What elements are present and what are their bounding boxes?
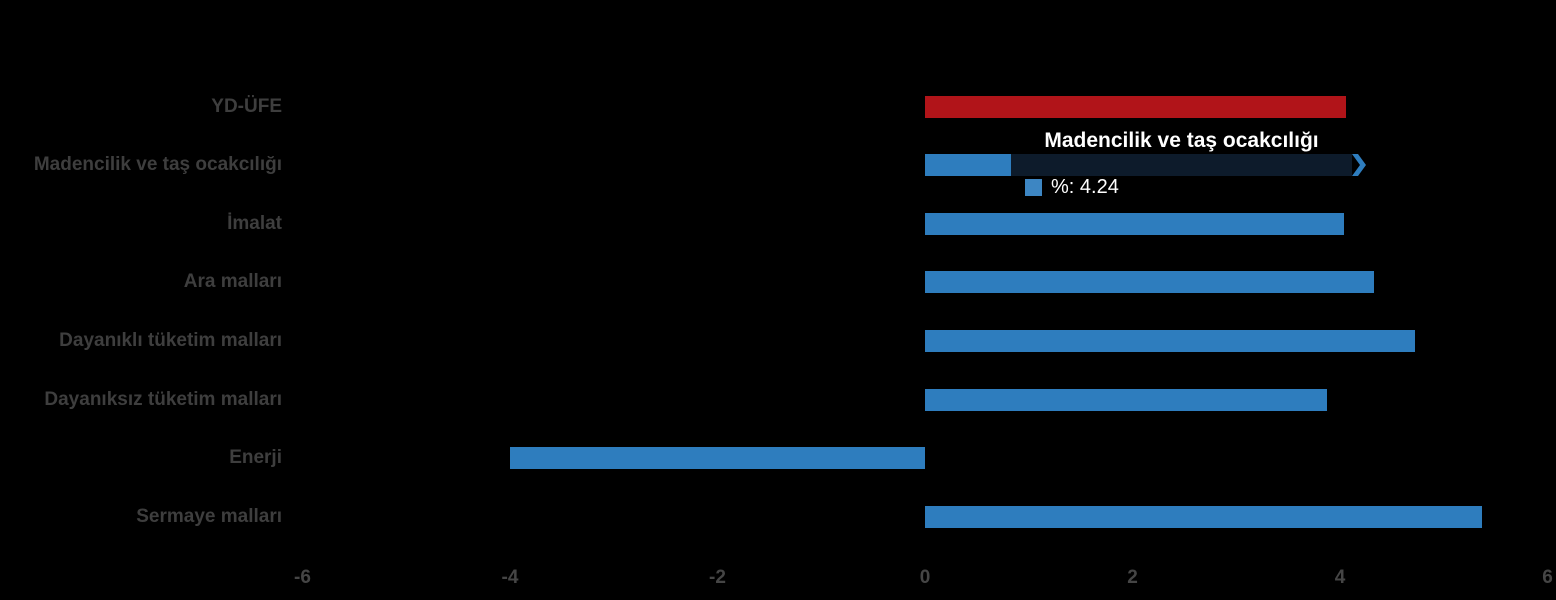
tooltip-band (1011, 154, 1366, 176)
category-label: Dayanıklı tüketim malları (59, 329, 282, 351)
category-label: YD-ÜFE (211, 95, 282, 117)
bar[interactable] (510, 447, 925, 470)
category-label: İmalat (227, 212, 282, 234)
category-label: Dayanıksız tüketim malları (44, 388, 282, 410)
category-label: Sermaye malları (136, 505, 282, 527)
bar[interactable] (925, 154, 1011, 177)
category-label: Ara malları (183, 271, 282, 293)
bar[interactable] (925, 329, 1415, 352)
bar[interactable] (925, 271, 1375, 294)
x-tick-label: 6 (1542, 567, 1553, 588)
tooltip-title: Madencilik ve taş ocakcılığı (1044, 129, 1319, 152)
tooltip-value: %: 4.24 (1051, 175, 1119, 198)
series-legend-swatch (1025, 178, 1042, 196)
x-tick-label: 2 (1127, 567, 1138, 588)
x-tick-label: 4 (1334, 567, 1346, 588)
bar[interactable] (925, 388, 1327, 411)
category-label: Madencilik ve taş ocakcılığı (33, 154, 282, 176)
category-label: Enerji (229, 447, 282, 469)
x-tick-label: -6 (294, 567, 311, 588)
x-tick-label: -2 (709, 567, 726, 588)
bar[interactable] (925, 505, 1483, 528)
bar[interactable] (925, 212, 1345, 235)
tooltip-value-row: %: 4.24 (1025, 175, 1119, 198)
x-tick-label: 0 (919, 567, 931, 588)
bar[interactable] (925, 95, 1347, 118)
x-tick-label: -4 (501, 567, 519, 588)
tooltip-arrow-icon (1352, 154, 1366, 176)
